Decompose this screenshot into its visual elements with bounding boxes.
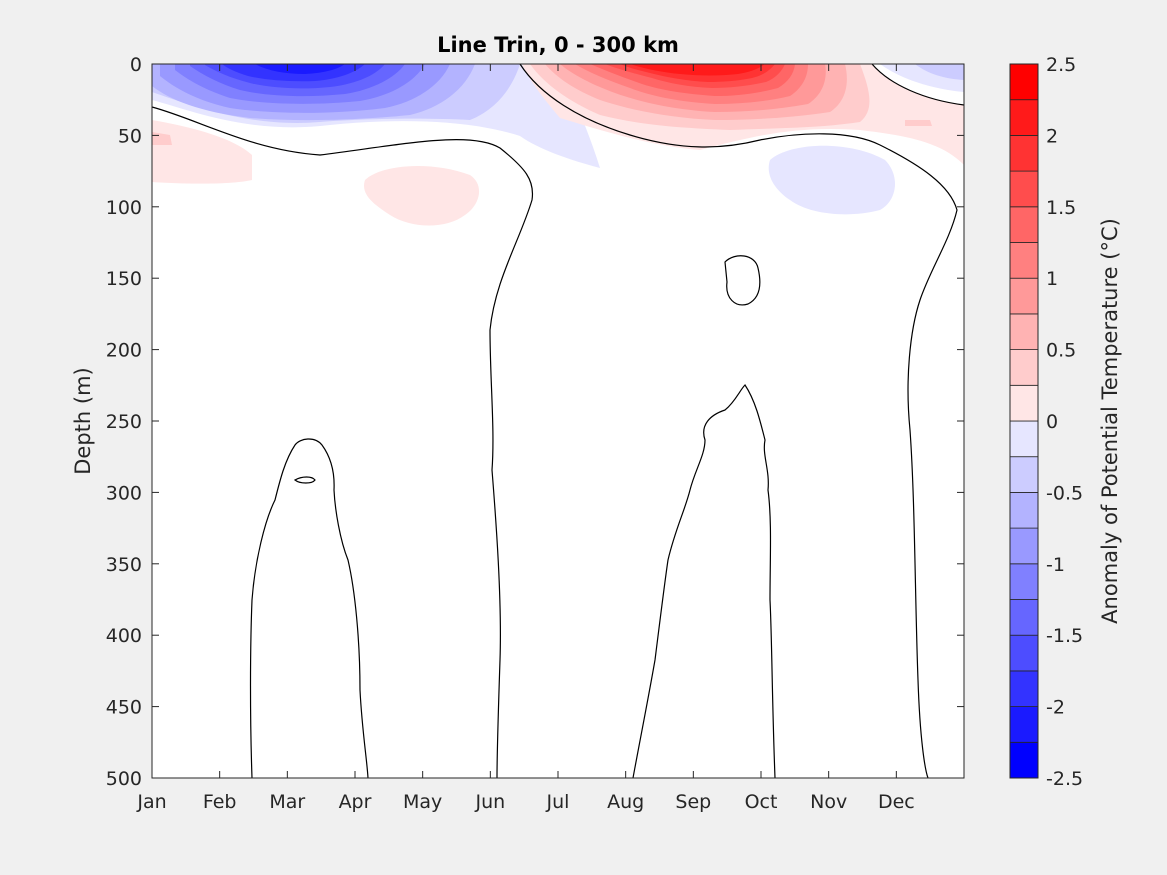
y-tick-label: 100 (106, 197, 142, 219)
y-tick-label: 400 (106, 625, 142, 647)
colorbar-band (1009, 706, 1039, 743)
zero-contour-top-right (871, 63, 965, 106)
colorbar-band (1009, 599, 1039, 636)
colorbar-tick-label: 2.5 (1046, 54, 1076, 76)
zero-contour-upper-left (519, 63, 958, 779)
colorbar-tick-label: 0 (1046, 411, 1058, 433)
colorbar-band (1009, 99, 1039, 136)
x-tick-label: Jul (546, 791, 570, 813)
colorbar-band (1009, 277, 1039, 315)
colorbar-band (1009, 206, 1039, 243)
x-tick-label: Apr (339, 791, 372, 813)
colorbar-band (1009, 313, 1039, 350)
zero-contour-mar (249, 438, 369, 779)
y-tick-label: 200 (106, 340, 142, 362)
colorbar-band (1009, 456, 1039, 493)
chart-title: Line Trin, 0 - 300 km (437, 33, 679, 57)
colorbar-label: Anomaly of Potential Temperature (°C) (1098, 218, 1122, 624)
warm-anomaly-level-9 (630, 64, 765, 76)
y-axis: 0 50 100 150 200 250 300 350 400 450 500 (106, 54, 964, 790)
colorbar-tick-label: 1 (1046, 268, 1058, 290)
cold-anomaly-level-9 (255, 64, 345, 74)
warm-anomaly-may (364, 165, 480, 226)
zero-contour-shallow (151, 106, 534, 779)
colorbar-band (1009, 563, 1039, 600)
x-tick-label: Jan (136, 791, 166, 813)
y-tick-label: 450 (106, 697, 142, 719)
colorbar-tick-label: -1.5 (1046, 625, 1083, 647)
colorbar-tick-label: -0.5 (1046, 482, 1083, 504)
x-tick-label: Aug (607, 791, 644, 813)
colorbar-band (1009, 384, 1039, 422)
colorbar-tick-label: 2 (1046, 125, 1058, 147)
colorbar-band (1009, 170, 1039, 208)
y-axis-label: Depth (m) (71, 367, 95, 474)
y-tick-label: 150 (106, 268, 142, 290)
colorbar-tick-label: -1 (1046, 554, 1065, 576)
colorbar-band (1009, 242, 1039, 279)
x-tick-label: May (403, 791, 442, 813)
warm-anomaly-dec (905, 120, 932, 126)
cold-anomaly-corner-2 (915, 64, 964, 80)
x-tick-label: Sep (675, 791, 711, 813)
zero-contour-sep-small (724, 255, 761, 306)
colorbar-band (1009, 527, 1039, 565)
x-tick-label: Mar (269, 791, 305, 813)
colorbar-band (1009, 134, 1039, 172)
colorbar-band (1009, 670, 1039, 708)
colorbar-tick-label: -2.5 (1046, 768, 1083, 790)
x-tick-label: Jun (474, 791, 505, 813)
colorbar: 2.5 2 1.5 1 0.5 0 -0.5 -1 -1.5 -2 -2.5 (1009, 54, 1083, 790)
x-axis: Jan Feb Mar Apr May Jun Jul Aug Sep Oct Nov Dec (136, 64, 915, 813)
colorbar-band (1009, 491, 1039, 529)
x-tick-label: Dec (878, 791, 915, 813)
y-tick-label: 500 (106, 768, 142, 790)
colorbar-band (1009, 420, 1039, 458)
x-tick-label: Nov (810, 791, 847, 813)
zero-contour-mar-small (293, 476, 316, 484)
colorbar-band (1009, 634, 1039, 672)
y-tick-label: 50 (118, 125, 142, 147)
cold-anomaly-nov (768, 145, 896, 215)
colorbar-band (1009, 741, 1039, 779)
y-tick-label: 350 (106, 554, 142, 576)
y-tick-label: 250 (106, 411, 142, 433)
colorbar-band (1009, 63, 1039, 101)
colorbar-frame (1009, 63, 1039, 779)
plot-area (151, 63, 965, 779)
colorbar-tick-label: 0.5 (1046, 340, 1076, 362)
x-tick-label: Feb (203, 791, 237, 813)
colorbar-tick-label: -2 (1046, 697, 1065, 719)
colorbar-tick-label: 1.5 (1046, 197, 1076, 219)
zero-contour-sep (632, 384, 776, 779)
anomaly-fills (152, 64, 964, 226)
x-tick-label: Oct (745, 791, 778, 813)
colorbar-band (1009, 349, 1039, 386)
y-tick-label: 0 (130, 54, 142, 76)
y-tick-label: 300 (106, 482, 142, 504)
warm-anomaly-left-edge (152, 120, 252, 184)
zero-contours (151, 63, 965, 779)
